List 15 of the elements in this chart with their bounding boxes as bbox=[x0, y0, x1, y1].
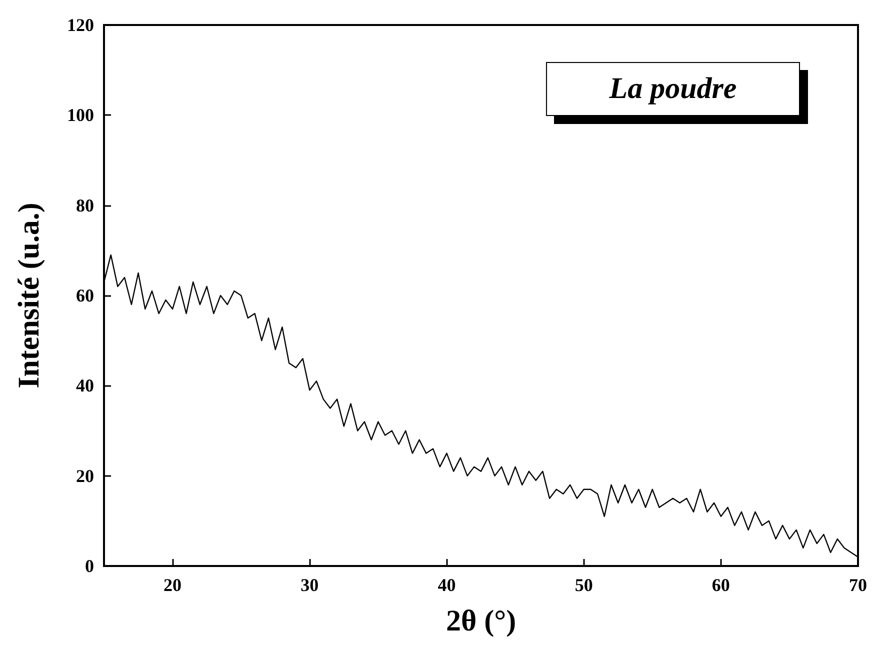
x-tick-label: 20 bbox=[164, 575, 182, 595]
x-tick-label: 50 bbox=[574, 575, 593, 595]
x-tick-label: 30 bbox=[300, 575, 319, 595]
y-tick-label: 120 bbox=[67, 15, 94, 35]
x-axis-title: 2θ (°) bbox=[446, 604, 516, 638]
y-axis-title: Intensité (u.a.) bbox=[12, 202, 46, 388]
y-tick-label: 0 bbox=[85, 556, 94, 576]
y-tick-label: 40 bbox=[76, 376, 94, 396]
y-tick-label: 20 bbox=[76, 466, 94, 486]
y-tick-label: 80 bbox=[76, 195, 94, 216]
y-tick-label: 100 bbox=[67, 105, 94, 126]
y-tick-label: 60 bbox=[76, 286, 94, 306]
x-tick-label: 40 bbox=[438, 575, 456, 595]
x-tick-label: 60 bbox=[712, 575, 730, 595]
x-tick-label: 70 bbox=[849, 575, 867, 595]
